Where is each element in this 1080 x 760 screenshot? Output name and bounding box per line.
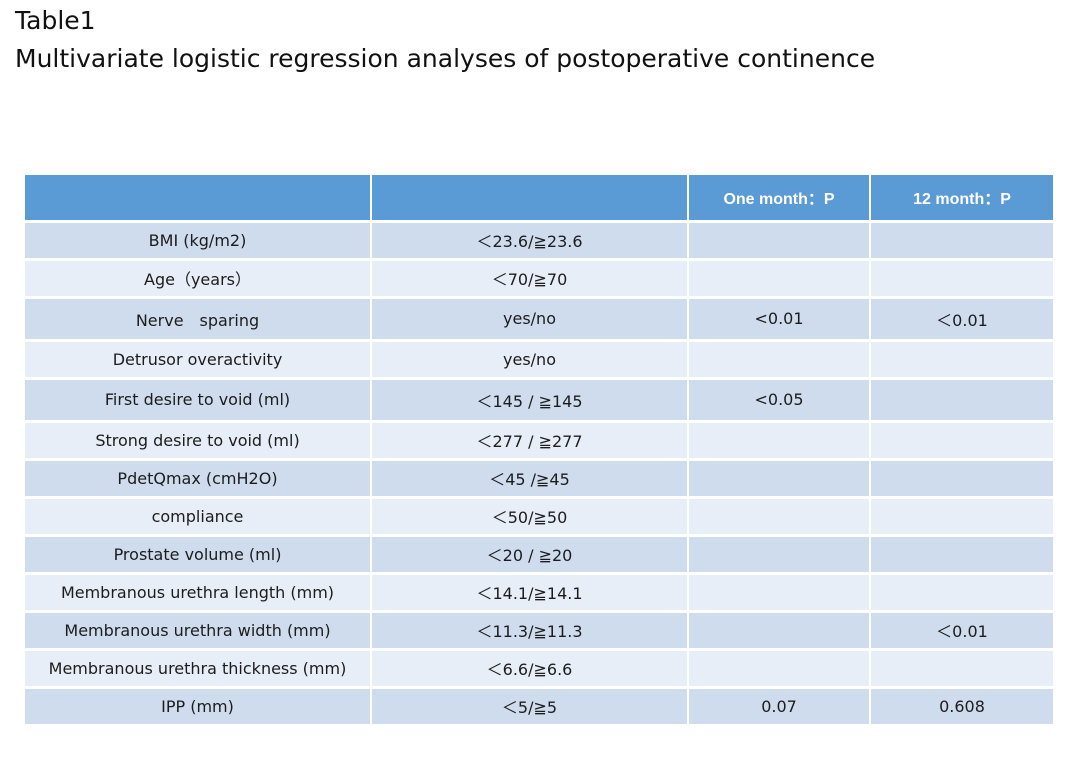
cutoff-cell: yes/no xyxy=(371,340,689,380)
one-month-p-cell: <0.01 xyxy=(688,297,871,342)
variable-cell: Membranous urethra width (mm) xyxy=(25,611,372,651)
twelve-month-p-cell xyxy=(870,378,1053,423)
table-row: Age（years） ＜70/≧70 xyxy=(25,259,1053,299)
cutoff-cell: ＜5/≧5 xyxy=(371,687,689,727)
cutoff-cell: ＜50/≧50 xyxy=(371,497,689,537)
one-month-p-cell xyxy=(688,340,871,380)
twelve-month-p-cell xyxy=(870,497,1053,537)
one-month-p-cell xyxy=(688,611,871,651)
variable-cell: IPP (mm) xyxy=(25,687,372,727)
table-row: Prostate volume (ml) ＜20 / ≧20 xyxy=(25,535,1053,575)
table-row: Detrusor overactivity yes/no xyxy=(25,340,1053,380)
header-cell-variable xyxy=(25,175,372,223)
one-month-p-cell xyxy=(688,535,871,575)
cutoff-cell: ＜6.6/≧6.6 xyxy=(371,649,689,689)
header-cell-12-month-p: 12 month：P xyxy=(870,175,1053,223)
cutoff-cell: ＜23.6/≧23.6 xyxy=(371,221,689,261)
twelve-month-p-cell xyxy=(870,340,1053,380)
one-month-p-cell: 0.07 xyxy=(688,687,871,727)
twelve-month-p-cell: ＜0.01 xyxy=(870,611,1053,651)
twelve-month-p-cell: ＜0.01 xyxy=(870,297,1053,342)
header-row: One month：P 12 month：P xyxy=(25,175,1053,223)
twelve-month-p-cell xyxy=(870,421,1053,461)
twelve-month-p-cell xyxy=(870,649,1053,689)
variable-cell: BMI (kg/m2) xyxy=(25,221,372,261)
one-month-p-cell xyxy=(688,221,871,261)
variable-cell: Age（years） xyxy=(25,259,372,299)
cutoff-cell: ＜11.3/≧11.3 xyxy=(371,611,689,651)
variable-cell: compliance xyxy=(25,497,372,537)
cutoff-cell: ＜145 / ≧145 xyxy=(371,378,689,423)
one-month-p-cell xyxy=(688,573,871,613)
table-row: First desire to void (ml) ＜145 / ≧145 <0… xyxy=(25,378,1053,423)
table-row: compliance ＜50/≧50 xyxy=(25,497,1053,537)
table-row: BMI (kg/m2) ＜23.6/≧23.6 xyxy=(25,221,1053,261)
table-body: BMI (kg/m2) ＜23.6/≧23.6 Age（years） ＜70/≧… xyxy=(25,221,1053,727)
variable-cell: Prostate volume (ml) xyxy=(25,535,372,575)
variable-cell: Strong desire to void (ml) xyxy=(25,421,372,461)
table-label: Table1 xyxy=(15,6,96,35)
twelve-month-p-cell xyxy=(870,459,1053,499)
table-row: Membranous urethra thickness (mm) ＜6.6/≧… xyxy=(25,649,1053,689)
variable-cell: PdetQmax (cmH2O) xyxy=(25,459,372,499)
table-row: PdetQmax (cmH2O) ＜45 /≧45 xyxy=(25,459,1053,499)
cutoff-cell: ＜70/≧70 xyxy=(371,259,689,299)
one-month-p-cell: <0.05 xyxy=(688,378,871,423)
variable-cell: Nerve sparing xyxy=(25,297,372,342)
cutoff-cell: ＜277 / ≧277 xyxy=(371,421,689,461)
one-month-p-cell xyxy=(688,259,871,299)
table-row: Nerve sparing yes/no <0.01 ＜0.01 xyxy=(25,297,1053,342)
table-row: Membranous urethra width (mm) ＜11.3/≧11.… xyxy=(25,611,1053,651)
twelve-month-p-cell: 0.608 xyxy=(870,687,1053,727)
twelve-month-p-cell xyxy=(870,535,1053,575)
one-month-p-cell xyxy=(688,649,871,689)
cutoff-cell: ＜14.1/≧14.1 xyxy=(371,573,689,613)
cutoff-cell: ＜20 / ≧20 xyxy=(371,535,689,575)
twelve-month-p-cell xyxy=(870,573,1053,613)
header-cell-one-month-p: One month：P xyxy=(688,175,871,223)
table-row: IPP (mm) ＜5/≧5 0.07 0.608 xyxy=(25,687,1053,727)
variable-cell: Membranous urethra thickness (mm) xyxy=(25,649,372,689)
table-row: Membranous urethra length (mm) ＜14.1/≧14… xyxy=(25,573,1053,613)
one-month-p-cell xyxy=(688,497,871,537)
table-title: Multivariate logistic regression analyse… xyxy=(15,44,876,73)
title-block: Table1 Multivariate logistic regression … xyxy=(15,6,875,82)
twelve-month-p-cell xyxy=(870,259,1053,299)
variable-cell: Detrusor overactivity xyxy=(25,340,372,380)
table-row: Strong desire to void (ml) ＜277 / ≧277 xyxy=(25,421,1053,461)
cutoff-cell: yes/no xyxy=(371,297,689,342)
cutoff-cell: ＜45 /≧45 xyxy=(371,459,689,499)
table-header: One month：P 12 month：P xyxy=(25,175,1053,223)
regression-table: One month：P 12 month：P BMI (kg/m2) ＜23.6… xyxy=(25,175,1053,727)
one-month-p-cell xyxy=(688,421,871,461)
header-cell-cutoff xyxy=(371,175,689,223)
twelve-month-p-cell xyxy=(870,221,1053,261)
variable-cell: First desire to void (ml) xyxy=(25,378,372,423)
variable-cell: Membranous urethra length (mm) xyxy=(25,573,372,613)
one-month-p-cell xyxy=(688,459,871,499)
